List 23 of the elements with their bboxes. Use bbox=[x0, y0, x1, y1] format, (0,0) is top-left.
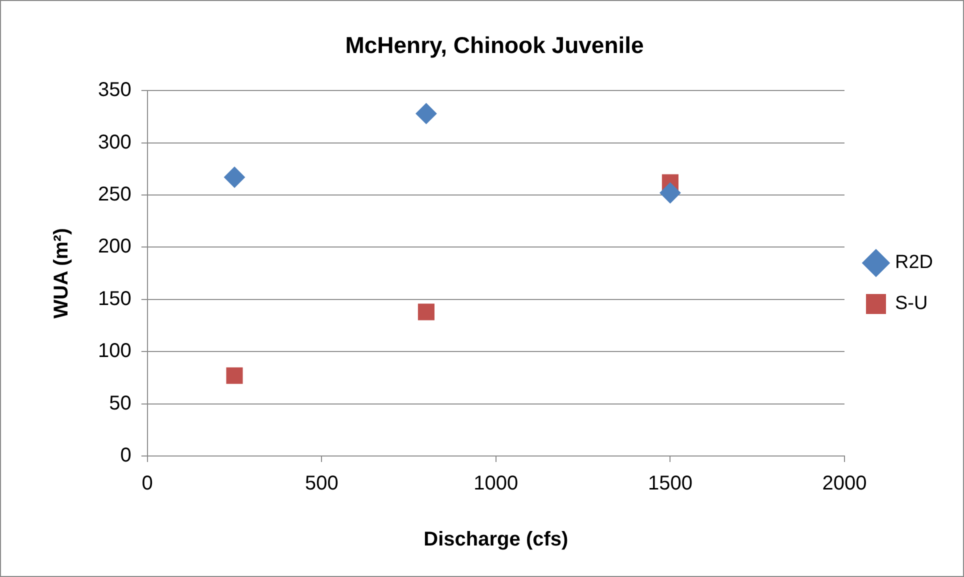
x-tick-label: 0 bbox=[142, 472, 153, 495]
point bbox=[416, 103, 437, 124]
y-tick-label: 0 bbox=[120, 444, 132, 467]
y-axis-title: WUA (m²) bbox=[50, 228, 73, 318]
y-tick-label: 200 bbox=[98, 236, 132, 258]
x-tick-label: 1000 bbox=[474, 472, 518, 495]
x-tick-label: 500 bbox=[304, 472, 338, 495]
y-tick-label: 300 bbox=[98, 131, 132, 154]
y-tick-label: 100 bbox=[98, 340, 132, 362]
x-axis-title: Discharge (cfs) bbox=[424, 528, 568, 551]
x-tick-label: 1500 bbox=[648, 472, 692, 495]
y-tick-label: 250 bbox=[98, 184, 132, 206]
y-tick-label: 50 bbox=[109, 392, 132, 414]
y-tick-label: 350 bbox=[98, 79, 132, 102]
x-tick-label: 2000 bbox=[822, 472, 867, 495]
point bbox=[226, 367, 243, 384]
y-tick-label: 150 bbox=[98, 288, 132, 310]
point bbox=[660, 182, 681, 204]
legend-label: R2D bbox=[894, 252, 934, 274]
chart-title: McHenry, Chinook Juvenile bbox=[345, 32, 644, 58]
point bbox=[418, 304, 434, 320]
point bbox=[224, 166, 246, 188]
legend-label: S-U bbox=[894, 293, 928, 314]
